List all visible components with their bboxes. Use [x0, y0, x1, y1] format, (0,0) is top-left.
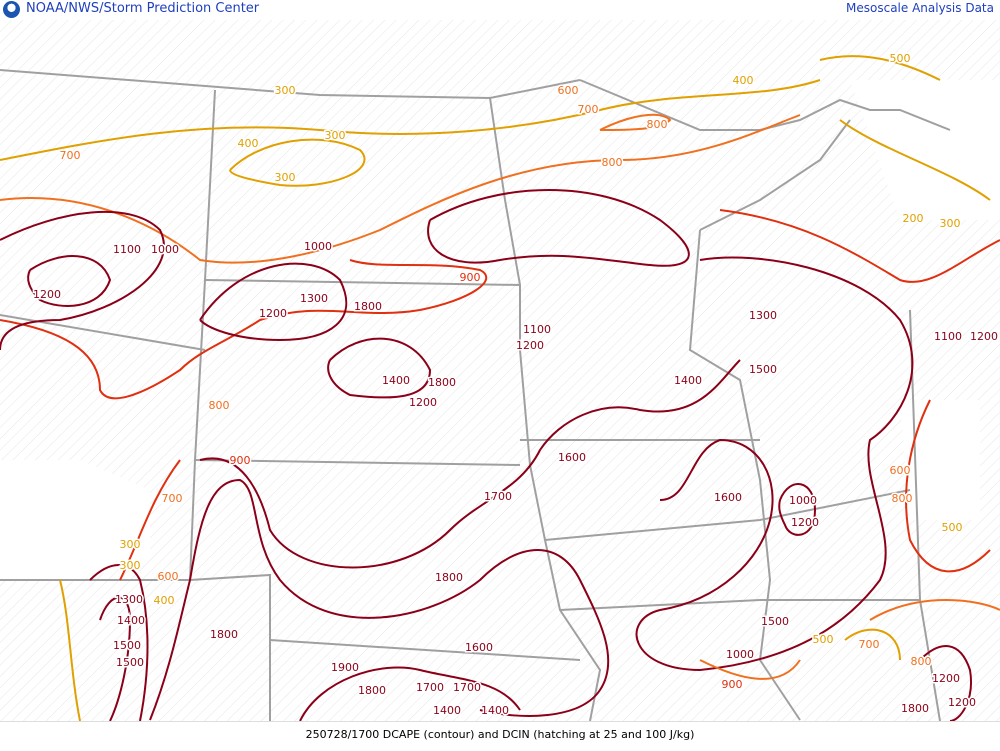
contour-label: 1500 — [749, 363, 777, 376]
contour-label: 500 — [942, 521, 963, 534]
contour-label: 300 — [325, 129, 346, 142]
contour-line — [0, 210, 165, 351]
contour-label: 300 — [120, 538, 141, 551]
contour-label: 500 — [813, 633, 834, 646]
contour-label: 1100 — [523, 323, 551, 336]
page-title: NOAA/NWS/Storm Prediction Center — [26, 1, 260, 16]
contour-label: 1700 — [416, 681, 444, 694]
contour-label: 1200 — [33, 288, 61, 301]
contour-line — [0, 79, 821, 161]
contour-label: 400 — [238, 137, 259, 150]
contour-label: 300 — [275, 84, 296, 97]
contour-label: 1200 — [932, 672, 960, 685]
contour-line — [919, 645, 972, 721]
contour-line — [199, 359, 741, 569]
contour-label: 1800 — [435, 571, 463, 584]
contour-label: 1600 — [465, 641, 493, 654]
contour-label: 200 — [903, 212, 924, 225]
contour-label: 800 — [209, 399, 230, 412]
contour-line — [0, 259, 488, 400]
map-caption: 250728/1700 DCAPE (contour) and DCIN (ha… — [305, 728, 695, 741]
contour-label: 1700 — [453, 681, 481, 694]
dcape-map: 300 300 400 300 700 600 700 800 400 500 800 1100 100… — [0, 20, 1000, 721]
contour-line — [635, 256, 914, 672]
contour-label: 400 — [733, 74, 754, 87]
contour-label: 1200 — [259, 307, 287, 320]
contour-label: 1800 — [901, 702, 929, 715]
contour-label: 1800 — [354, 300, 382, 313]
contour-label: 400 — [154, 594, 175, 607]
contour-line — [229, 138, 366, 187]
contour-label: 900 — [722, 678, 743, 691]
contour-label: 1000 — [726, 648, 754, 661]
contour-label: 1200 — [516, 339, 544, 352]
contour-label: 1400 — [382, 374, 410, 387]
product-title: Mesoscale Analysis Data — [846, 1, 994, 15]
contour-label: 1200 — [409, 396, 437, 409]
contour-label: 1400 — [117, 614, 145, 627]
contour-label: 800 — [647, 118, 668, 131]
contour-label: 700 — [859, 638, 880, 651]
contour-label: 600 — [890, 464, 911, 477]
contour-label: 1000 — [789, 494, 817, 507]
contour-label: 1100 — [113, 243, 141, 256]
contour-label: 1700 — [484, 490, 512, 503]
contour-label: 800 — [892, 492, 913, 505]
contour-label: 1600 — [714, 491, 742, 504]
no-hatch-area — [0, 80, 1000, 580]
contour-label: 800 — [911, 655, 932, 668]
contour-label: 1800 — [210, 628, 238, 641]
contour-label: 1200 — [970, 330, 998, 343]
contour-label: 300 — [275, 171, 296, 184]
contour-label: 600 — [558, 84, 579, 97]
contour-label: 1200 — [948, 696, 976, 709]
dcin-hatching — [0, 20, 1000, 721]
contour-line — [299, 666, 521, 721]
contour-label: 600 — [158, 570, 179, 583]
contour-line — [27, 255, 112, 307]
contour-line — [819, 55, 991, 201]
contour-line — [427, 189, 690, 267]
contour-line — [199, 262, 348, 342]
contour-label: 1300 — [300, 292, 328, 305]
contour-label: 1500 — [761, 615, 789, 628]
contour-label: 1000 — [151, 243, 179, 256]
contour-label: 1400 — [674, 374, 702, 387]
contour-label: 900 — [460, 271, 481, 284]
header: NOAA/NWS/Storm Prediction Center Mesosca… — [0, 0, 1000, 20]
contour-label: 700 — [60, 149, 81, 162]
contour-line — [149, 478, 610, 721]
contour-label: 1500 — [116, 656, 144, 669]
contour-label: 700 — [162, 492, 183, 505]
contour-label: 900 — [230, 454, 251, 467]
contour-label: 1200 — [791, 516, 819, 529]
contour-line — [89, 564, 149, 721]
contour-label: 1400 — [481, 704, 509, 717]
contour-label: 1600 — [558, 451, 586, 464]
contour-label: 300 — [940, 217, 961, 230]
contour-label: 1400 — [433, 704, 461, 717]
contour-label: 1800 — [428, 376, 456, 389]
footer: 250728/1700 DCAPE (contour) and DCIN (ha… — [0, 721, 1000, 751]
contour-label: 1800 — [358, 684, 386, 697]
contour-line — [327, 337, 432, 399]
contour-line — [0, 114, 801, 264]
contour-label: 1000 — [304, 240, 332, 253]
noaa-logo — [3, 1, 20, 18]
contour-label: 1300 — [115, 593, 143, 606]
contour-line — [719, 209, 1000, 283]
contour-label: 1500 — [113, 639, 141, 652]
contour-label: 800 — [602, 156, 623, 169]
contour-label: 500 — [890, 52, 911, 65]
contour-line — [59, 579, 901, 721]
contour-label: 1100 — [934, 330, 962, 343]
contour-line — [778, 483, 817, 536]
contour-label: 1300 — [749, 309, 777, 322]
contour-label: 700 — [578, 103, 599, 116]
contour-label: 300 — [120, 559, 141, 572]
contour-label: 1900 — [331, 661, 359, 674]
contour-line — [699, 599, 1000, 680]
contour-line — [599, 113, 672, 131]
